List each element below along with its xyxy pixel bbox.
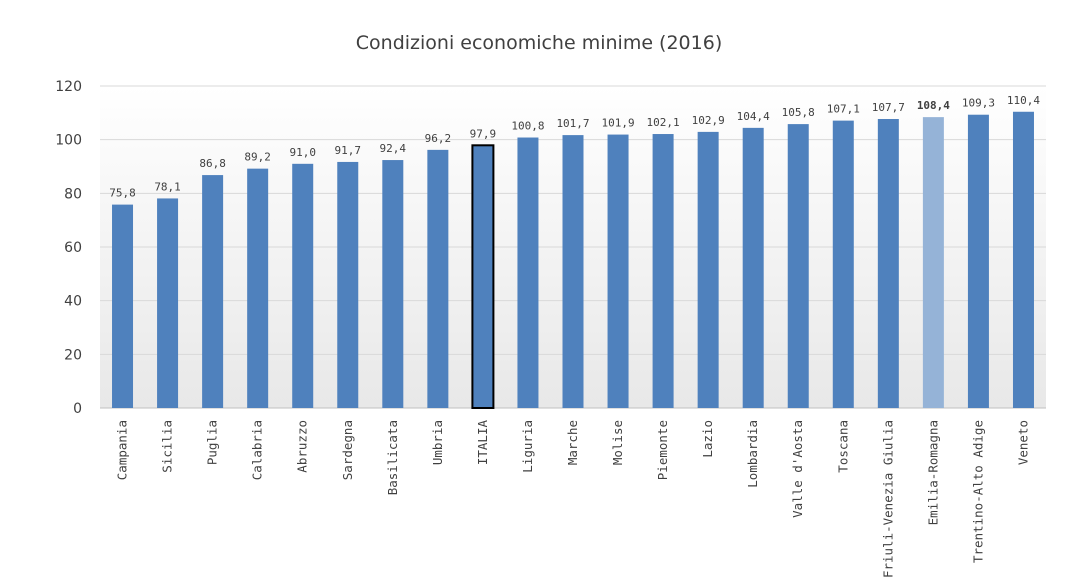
x-tick-label: Valle d'Aosta [790, 420, 805, 518]
bar-abruzzo [292, 163, 314, 408]
chart-title: Condizioni economiche minime (2016) [355, 32, 723, 54]
x-tick-label: ITALIA [475, 420, 490, 466]
x-tick-label: Calabria [250, 420, 265, 480]
bar-italia [471, 144, 495, 409]
bar-lazio [697, 131, 719, 408]
y-tick-label: 40 [64, 294, 82, 310]
data-label: 92,4 [380, 142, 407, 155]
bar-emilia-romagna [922, 117, 944, 409]
bars [112, 111, 1034, 409]
bar-sicilia [157, 198, 179, 408]
x-tick-label: Basilicata [385, 420, 400, 495]
x-tick-label: Abruzzo [295, 420, 310, 473]
x-tick-label: Marche [565, 420, 580, 465]
bar-calabria [247, 168, 269, 408]
y-axis-ticks: 0 20 40 60 80 100 120 [55, 79, 82, 417]
x-tick-label: Veneto [1015, 420, 1030, 465]
data-label: 107,7 [872, 101, 905, 114]
bar-marche [562, 135, 584, 409]
data-label: 78,1 [154, 180, 181, 193]
bar-trentino-alto-adige [967, 114, 989, 408]
data-label: 100,8 [511, 120, 544, 133]
x-tick-label: Emilia-Romagna [925, 420, 940, 525]
x-axis-labels: Campania Sicilia Puglia Calabria Abruzzo Sard… [115, 420, 1031, 579]
data-label: 101,7 [556, 117, 589, 130]
y-tick-label: 100 [55, 133, 82, 149]
data-label: 109,3 [962, 97, 995, 110]
data-label: 96,2 [425, 132, 452, 145]
data-label: 75,8 [109, 187, 136, 200]
data-label: 91,0 [289, 146, 316, 159]
x-tick-label: Friuli-Venezia Giulia [880, 420, 895, 578]
bar-veneto [1012, 111, 1034, 408]
y-tick-label: 120 [55, 79, 82, 95]
x-tick-label: Puglia [205, 420, 220, 465]
data-label: 104,4 [737, 110, 770, 123]
x-tick-label: Sicilia [160, 420, 175, 473]
bar-puglia [202, 175, 224, 408]
x-tick-label: Sardegna [340, 420, 355, 480]
bar-valle-d-aosta [787, 124, 809, 408]
bar-molise [607, 134, 629, 408]
bar-sardegna [337, 161, 359, 408]
data-label: 105,8 [782, 106, 815, 119]
x-tick-label: Toscana [835, 420, 850, 473]
y-tick-label: 60 [64, 240, 82, 256]
x-tick-label: Liguria [520, 420, 535, 473]
data-label: 86,8 [199, 157, 226, 170]
data-label: 107,1 [827, 103, 860, 116]
x-tick-label: Campania [115, 420, 130, 480]
data-label: 102,9 [692, 114, 725, 127]
data-label: 89,2 [244, 151, 271, 164]
bar-basilicata [382, 160, 404, 408]
x-tick-label: Piemonte [655, 420, 670, 480]
bar-umbria [427, 149, 449, 408]
y-tick-label: 0 [73, 401, 82, 417]
x-tick-label: Lombardia [745, 420, 760, 488]
bar-liguria [517, 137, 539, 408]
data-label: 91,7 [335, 144, 362, 157]
x-tick-label: Lazio [700, 420, 715, 458]
data-label: 110,4 [1007, 94, 1040, 107]
bar-friuli-venezia-giulia [877, 119, 899, 408]
x-tick-label: Molise [610, 420, 625, 465]
data-labels: 75,8 78,1 86,8 89,2 91,0 91,7 92,4 96,2 97,9 100,… [109, 94, 1040, 200]
data-label: 108,4 [917, 99, 950, 112]
y-tick-label: 20 [64, 347, 82, 363]
bar-lombardia [742, 127, 764, 409]
data-label: 102,1 [647, 116, 680, 129]
y-tick-label: 80 [64, 186, 82, 202]
bar-campania [112, 204, 134, 408]
x-tick-label: Trentino-Alto Adige [970, 420, 985, 563]
data-label: 97,9 [470, 127, 497, 140]
bar-toscana [832, 120, 854, 409]
bar-piemonte [652, 134, 674, 408]
x-tick-label: Umbria [430, 420, 445, 465]
data-label: 101,9 [601, 117, 634, 130]
